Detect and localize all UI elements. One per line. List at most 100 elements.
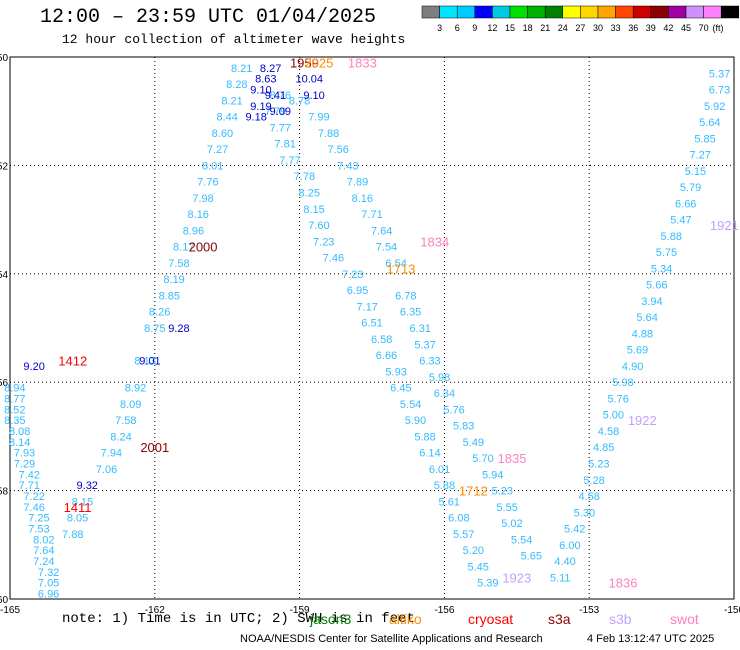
chart-subtitle: 12 hour collection of altimeter wave hei… <box>62 32 406 47</box>
pass-time-label: 1923 <box>502 570 531 585</box>
wave-height-point: 4.58 <box>598 426 619 438</box>
plot-frame <box>9 56 735 600</box>
wave-height-point-high: 9.28 <box>168 323 189 335</box>
wave-height-point: 7.88 <box>318 128 339 140</box>
pass-time-label: 1712 <box>459 484 488 499</box>
wave-height-point: 7.25 <box>28 513 49 525</box>
wave-height-point: 5.98 <box>612 377 633 389</box>
wave-height-point: 6.35 <box>400 307 421 319</box>
colorbar-label: 12 <box>487 23 497 33</box>
colorbar-label: 18 <box>523 23 533 33</box>
pass-time-label: 2000 <box>189 240 218 255</box>
wave-height-point: 6.58 <box>371 334 392 346</box>
x-tick-label: -153 <box>579 605 599 616</box>
pass-time-label: 1411 <box>64 500 92 515</box>
wave-height-point: 6.51 <box>361 318 382 330</box>
wave-height-point-high: 9.01 <box>139 356 160 368</box>
colorbar-label: 27 <box>575 23 585 33</box>
pass-time-label: 1834 <box>420 234 449 249</box>
wave-height-point: 8.19 <box>163 274 184 286</box>
pass-time-label: 1836 <box>609 576 638 591</box>
wave-height-point: 8.15 <box>303 204 324 216</box>
wave-height-point: 5.69 <box>627 345 648 357</box>
colorbar-swatch <box>720 5 740 19</box>
pass-time-label: 1921 <box>710 218 739 233</box>
wave-height-point: 5.54 <box>400 399 421 411</box>
wave-height-point: 5.79 <box>680 182 701 194</box>
wave-height-point: 8.85 <box>159 290 180 302</box>
wave-height-point: 7.53 <box>28 524 49 536</box>
wave-height-point-high: 9.10 <box>250 85 271 97</box>
pass-time-label: 1922 <box>628 413 657 428</box>
colorbar-label: 30 <box>593 23 603 33</box>
wave-height-point: 6.00 <box>559 540 580 552</box>
wave-height-point: 5.90 <box>405 415 426 427</box>
wave-height-point: 7.24 <box>33 556 54 568</box>
x-tick-label: -165 <box>0 605 20 616</box>
wave-height-point: 5.45 <box>467 561 488 573</box>
colorbar-unit-label: (ft) <box>713 23 724 33</box>
wave-height-point: 7.32 <box>38 567 59 579</box>
colorbar-label: 36 <box>628 23 638 33</box>
wave-height-point: 8.96 <box>183 225 204 237</box>
wave-height-point: 4.88 <box>632 328 653 340</box>
colorbar-label: 21 <box>540 23 550 33</box>
wave-height-point: 7.06 <box>96 464 117 476</box>
wave-height-point: 5.98 <box>429 372 450 384</box>
wave-height-point: 8.01 <box>202 160 223 172</box>
pass-time-label: 2025 <box>304 55 333 70</box>
wave-height-point: 6.14 <box>419 448 440 460</box>
wave-height-point: 6.34 <box>434 388 455 400</box>
wave-height-point: 6.78 <box>395 290 416 302</box>
wave-height-point: 7.23 <box>342 269 363 281</box>
wave-height-point-high: 9.10 <box>303 90 324 102</box>
wave-height-point: 8.25 <box>299 188 320 200</box>
wave-height-point: 7.77 <box>270 122 291 134</box>
colorbar-label: 33 <box>611 23 621 33</box>
wave-height-point: 7.64 <box>33 545 54 557</box>
wave-height-point: 5.85 <box>694 133 715 145</box>
colorbar-label: 24 <box>558 23 568 33</box>
wave-height-point: 7.42 <box>19 469 40 481</box>
wave-height-point: 5.66 <box>646 280 667 292</box>
wave-height-point: 5.28 <box>583 475 604 487</box>
wave-height-point: 6.66 <box>376 350 397 362</box>
wave-height-point: 8.05 <box>67 513 88 525</box>
wave-height-point: 6.08 <box>448 513 469 525</box>
wave-height-point: 8.52 <box>4 404 25 416</box>
wave-height-point: 5.49 <box>463 437 484 449</box>
wave-height-point: 7.79 <box>265 106 286 118</box>
wave-height-point: 4.90 <box>622 361 643 373</box>
y-tick-label: -56 <box>0 378 8 389</box>
wave-height-point: 8.28 <box>226 79 247 91</box>
wave-height-point: 5.20 <box>463 545 484 557</box>
wave-height-point-high: 10.04 <box>295 74 323 86</box>
wave-height-point: 7.58 <box>115 415 136 427</box>
colorbar-label: 39 <box>646 23 656 33</box>
wave-height-point: 6.01 <box>429 464 450 476</box>
wave-height-point: 8.92 <box>125 383 146 395</box>
wave-height-point-high: 8.63 <box>255 74 276 86</box>
wave-height-point: 5.34 <box>651 263 672 275</box>
wave-height-point: 8.08 <box>9 426 30 438</box>
x-tick-label: -156 <box>434 605 454 616</box>
wave-height-point: 5.42 <box>564 524 585 536</box>
wave-height-point: 7.88 <box>62 529 83 541</box>
wave-height-point: 8.78 <box>289 95 310 107</box>
x-tick-label: -150 <box>724 605 740 616</box>
wave-height-point: 7.58 <box>168 258 189 270</box>
wave-height-point: 7.71 <box>19 480 40 492</box>
colorbar-label: 15 <box>505 23 515 33</box>
wave-height-point: 5.70 <box>472 453 493 465</box>
wave-height-point: 7.98 <box>192 193 213 205</box>
wave-height-point: 5.23 <box>492 486 513 498</box>
wave-height-point: 7.89 <box>347 177 368 189</box>
wave-height-point: 8.02 <box>33 534 54 546</box>
wave-height-point-high: 9.20 <box>23 361 44 373</box>
wave-height-point: 5.76 <box>607 393 628 405</box>
wave-height-point-high: 8.27 <box>260 63 281 75</box>
wave-height-point: 8.76 <box>270 90 291 102</box>
pass-time-label: 1833 <box>348 55 377 70</box>
wave-height-point: 4.85 <box>593 442 614 454</box>
